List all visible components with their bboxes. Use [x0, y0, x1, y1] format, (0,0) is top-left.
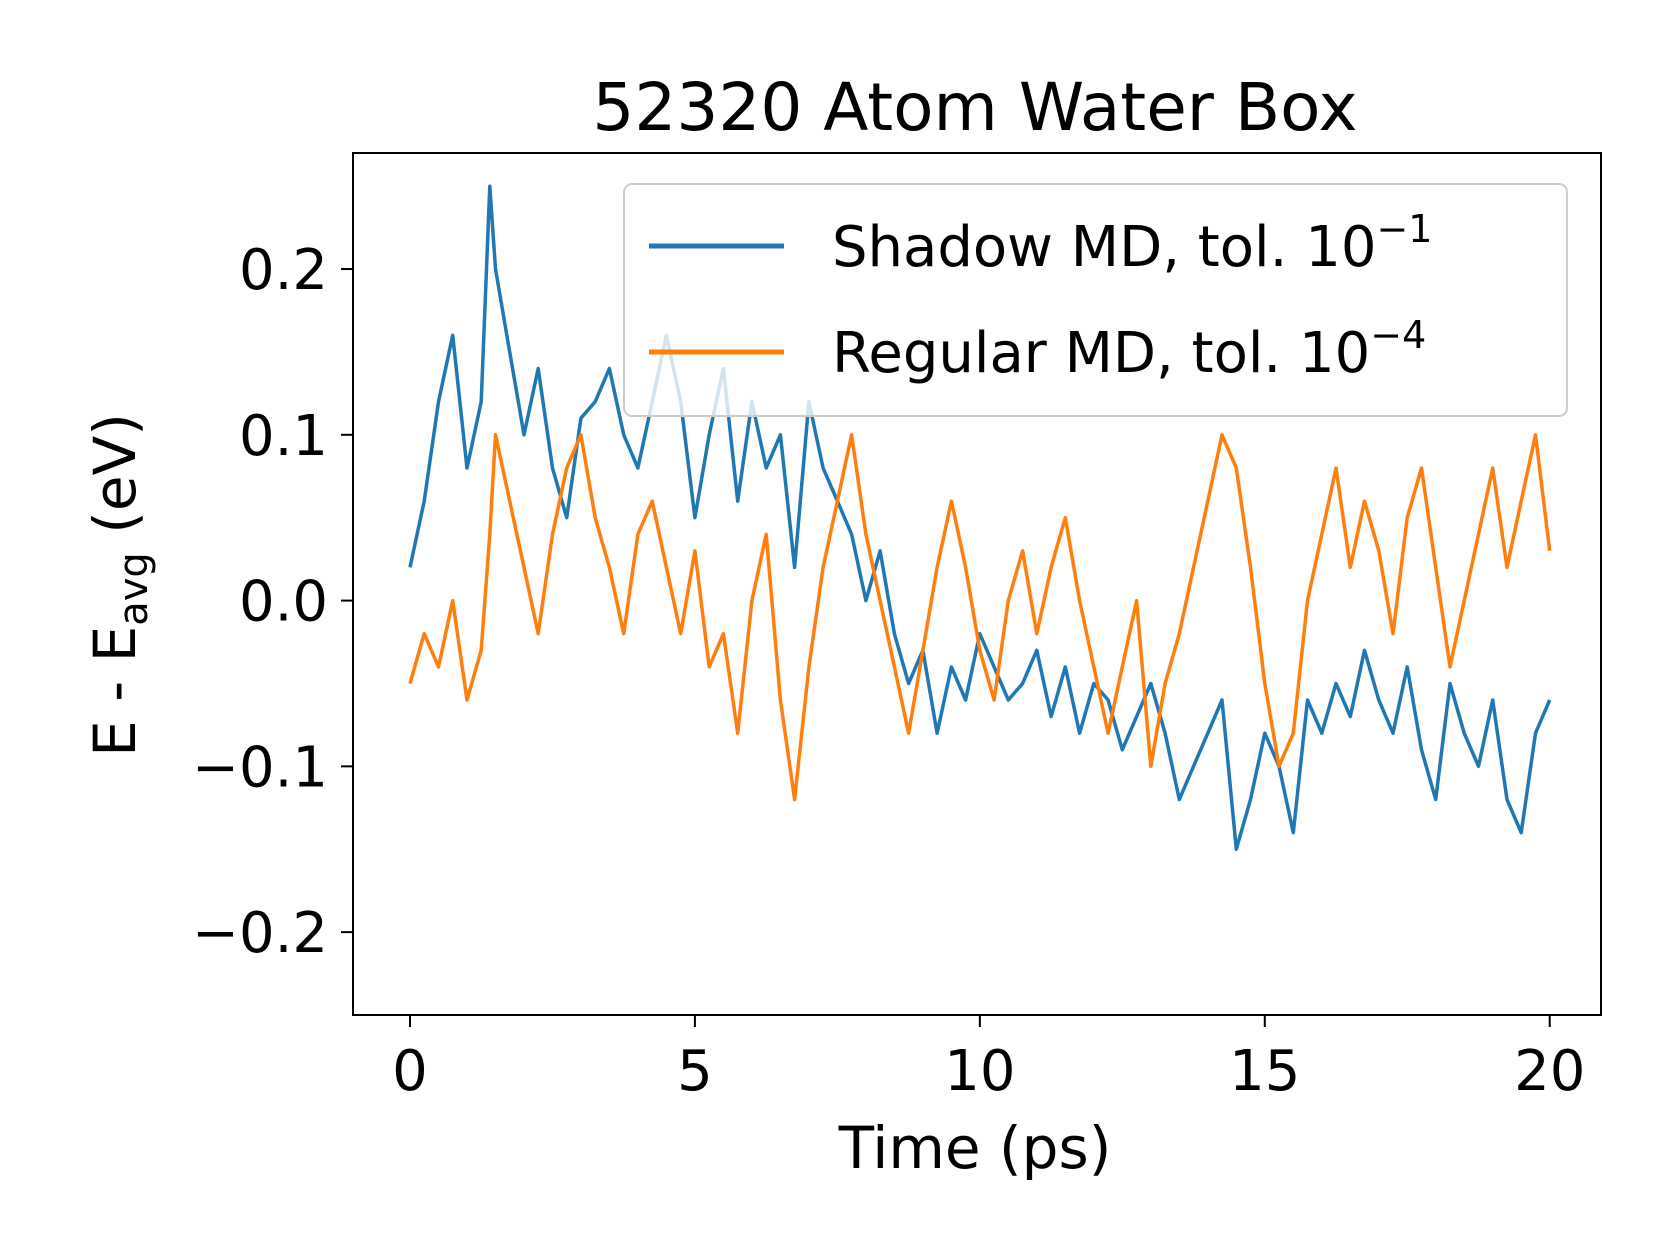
- x-tick-label: 20: [1514, 1039, 1585, 1104]
- legend-label-regular-text: Regular MD, tol.: [832, 321, 1281, 386]
- legend: Shadow MD, tol. 10−1 Regular MD, tol. 10…: [623, 183, 1568, 417]
- legend-label-shadow-exponent: −1: [1376, 207, 1432, 251]
- y-axis-label: E - Eavg (eV): [81, 413, 157, 757]
- series-layer: [408, 184, 1552, 851]
- x-tick-label: 0: [392, 1039, 428, 1104]
- x-axis-ticks: 0 5 10 15 20: [392, 1015, 1585, 1104]
- y-tick-label: 0.2: [239, 238, 328, 303]
- legend-label-shadow-text: Shadow MD, tol.: [832, 215, 1287, 280]
- legend-label-shadow: Shadow MD, tol. 10−1: [832, 207, 1432, 280]
- legend-label-regular-exponent: −4: [1370, 313, 1426, 357]
- x-tick-label: 15: [1229, 1039, 1300, 1104]
- y-axis-ticks: −0.2 −0.1 0.0 0.1 0.2: [192, 238, 353, 966]
- x-tick-label: 10: [944, 1039, 1015, 1104]
- legend-box: [623, 183, 1568, 417]
- y-axis-label-base: E - E: [81, 626, 149, 757]
- series-line-regular-md: [408, 433, 1552, 802]
- chart-title: 52320 Atom Water Box: [592, 69, 1357, 146]
- x-axis-label: Time (ps): [838, 1114, 1112, 1182]
- legend-label-regular: Regular MD, tol. 10−4: [832, 313, 1426, 386]
- y-tick-label: −0.2: [192, 901, 328, 966]
- y-tick-label: 0.0: [239, 570, 328, 635]
- y-tick-label: 0.1: [239, 404, 328, 469]
- plot-frame: [352, 152, 1602, 1016]
- series-line-shadow-md: [408, 184, 1552, 851]
- x-tick-label: 5: [677, 1039, 713, 1104]
- y-axis-label-unit: (eV): [81, 413, 149, 552]
- y-tick-label: −0.1: [192, 735, 328, 800]
- y-axis-label-subscript: avg: [111, 552, 157, 626]
